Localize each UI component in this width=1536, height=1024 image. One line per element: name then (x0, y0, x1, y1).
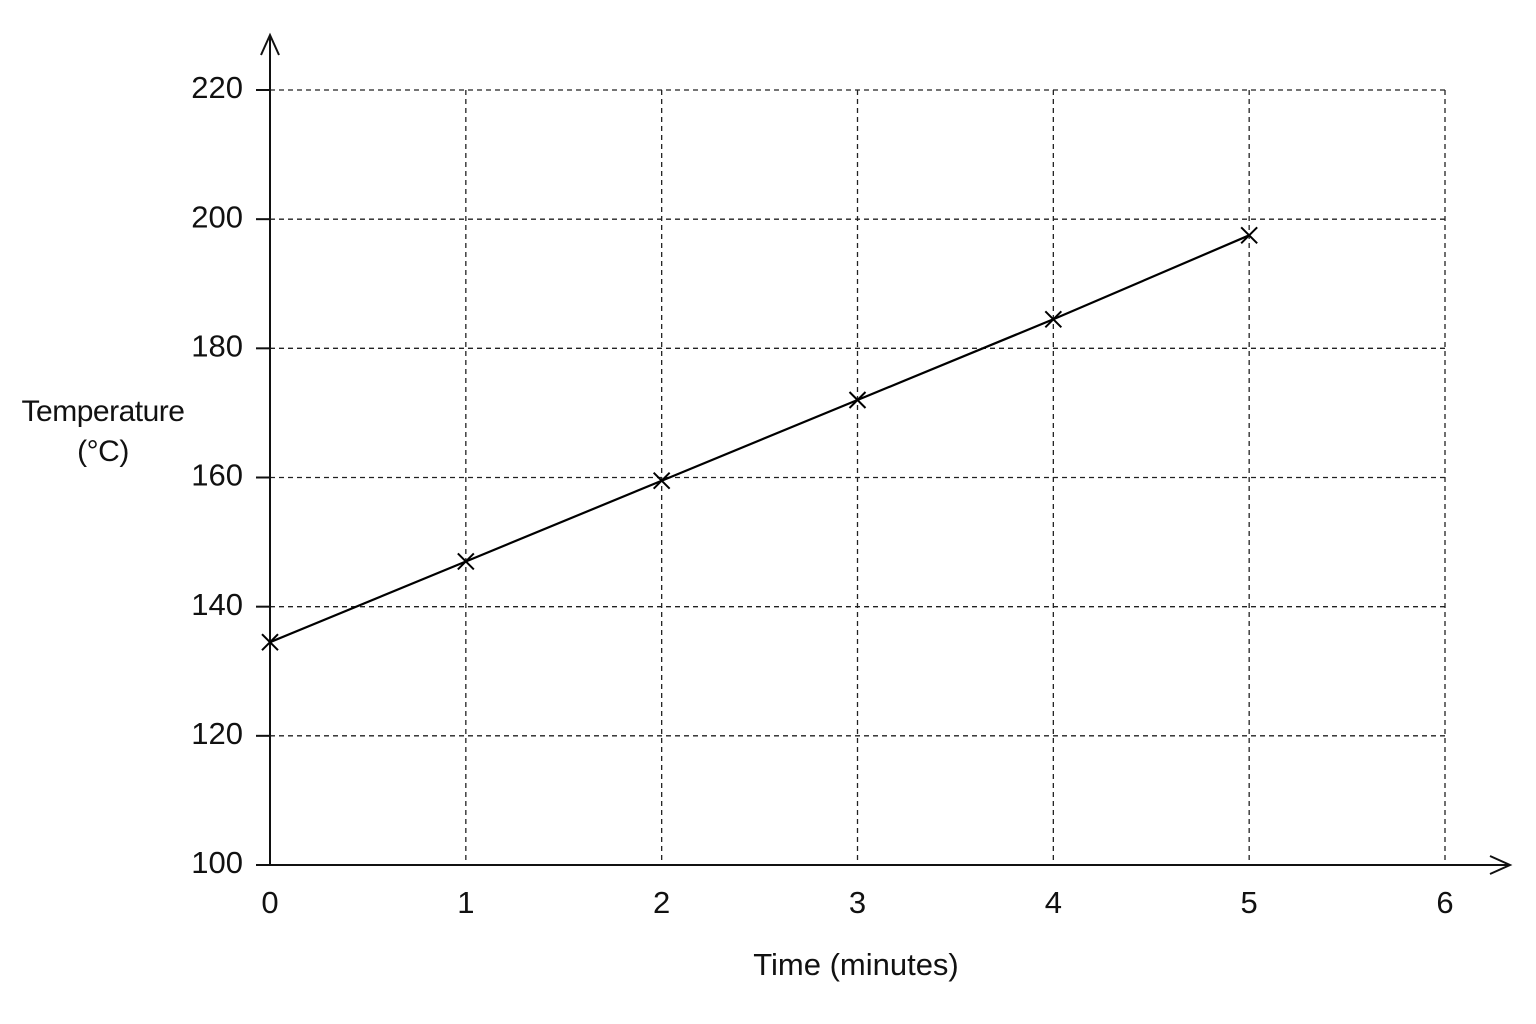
data-point (848, 391, 867, 409)
y-tick-label: 200 (191, 199, 243, 234)
data-point (261, 633, 279, 651)
data-line (269, 234, 1250, 644)
data-point (1044, 310, 1063, 328)
x-tick-label: 5 (1241, 885, 1258, 920)
x-tick-label: 4 (1045, 885, 1062, 920)
y-tick-label: 160 (191, 458, 243, 493)
x-axis-label: Time (minutes) (753, 947, 959, 982)
x-tick-label: 1 (457, 885, 474, 920)
y-axis-label: Temperature (°C) (21, 395, 185, 468)
data-point (457, 552, 475, 571)
y-axis-arrow (260, 32, 280, 56)
y-tick-label: 180 (191, 329, 243, 364)
x-tick-label: 0 (261, 885, 278, 920)
y-tick-label: 140 (191, 587, 243, 622)
x-tick-label: 3 (849, 885, 866, 920)
x-tick-label: 2 (653, 885, 670, 920)
x-axis-arrow (1489, 855, 1513, 875)
y-tick-label: 100 (191, 845, 243, 880)
data-point (1240, 226, 1258, 245)
y-tick-label: 120 (191, 716, 243, 751)
data-point (652, 472, 671, 490)
y-tick-label: 220 (191, 70, 243, 105)
x-tick-label: 6 (1436, 885, 1453, 920)
